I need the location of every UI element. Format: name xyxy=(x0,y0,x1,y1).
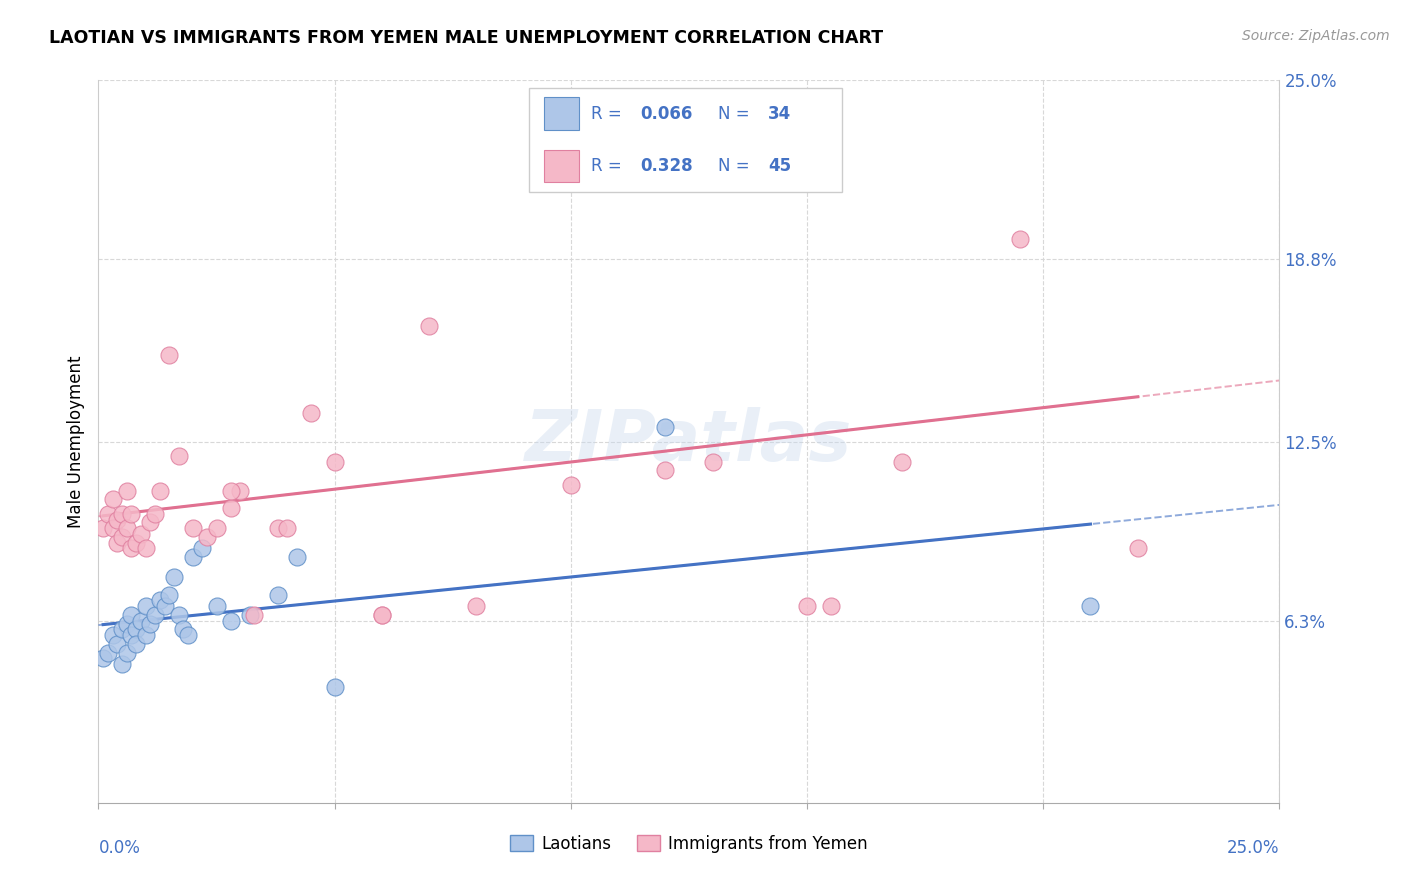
Point xyxy=(163,570,186,584)
Point xyxy=(1126,541,1149,556)
Point xyxy=(181,521,204,535)
Point xyxy=(267,521,290,535)
Text: LAOTIAN VS IMMIGRANTS FROM YEMEN MALE UNEMPLOYMENT CORRELATION CHART: LAOTIAN VS IMMIGRANTS FROM YEMEN MALE UN… xyxy=(49,29,883,46)
Point xyxy=(111,657,134,671)
Point xyxy=(195,530,218,544)
Point xyxy=(299,406,322,420)
Point xyxy=(167,607,190,622)
Text: N =: N = xyxy=(718,104,755,123)
Point xyxy=(323,455,346,469)
Point xyxy=(111,623,134,637)
Point xyxy=(121,607,143,622)
Point xyxy=(181,550,204,565)
Point xyxy=(149,593,172,607)
Point xyxy=(91,651,114,665)
Point xyxy=(139,516,162,530)
Legend: Laotians, Immigrants from Yemen: Laotians, Immigrants from Yemen xyxy=(503,828,875,860)
Point xyxy=(796,599,818,614)
Text: R =: R = xyxy=(591,104,627,123)
Point xyxy=(125,623,148,637)
Point xyxy=(97,507,120,521)
Point xyxy=(276,521,298,535)
Point xyxy=(465,599,488,614)
Point xyxy=(135,628,157,642)
Point xyxy=(654,463,676,477)
Point xyxy=(149,483,172,498)
Text: N =: N = xyxy=(718,157,755,175)
Point xyxy=(115,646,138,660)
Point xyxy=(1008,232,1031,246)
Point xyxy=(111,507,134,521)
Y-axis label: Male Unemployment: Male Unemployment xyxy=(66,355,84,528)
Point xyxy=(121,541,143,556)
Text: 45: 45 xyxy=(768,157,792,175)
Point xyxy=(172,623,194,637)
Point xyxy=(191,541,214,556)
Text: 34: 34 xyxy=(768,104,792,123)
Point xyxy=(105,637,128,651)
Point xyxy=(267,588,290,602)
Point xyxy=(115,483,138,498)
Point xyxy=(115,616,138,631)
Point xyxy=(418,318,440,333)
Point xyxy=(129,614,152,628)
Point xyxy=(135,599,157,614)
Point xyxy=(91,521,114,535)
Point xyxy=(890,455,912,469)
Point xyxy=(125,535,148,549)
Point xyxy=(167,449,190,463)
Point xyxy=(229,483,252,498)
Text: Source: ZipAtlas.com: Source: ZipAtlas.com xyxy=(1241,29,1389,43)
Point xyxy=(536,174,558,188)
Point xyxy=(239,607,262,622)
Point xyxy=(323,680,346,694)
Point xyxy=(135,541,157,556)
Point xyxy=(97,646,120,660)
Text: R =: R = xyxy=(591,157,627,175)
Point xyxy=(157,348,180,362)
Point xyxy=(115,521,138,535)
Text: 0.328: 0.328 xyxy=(641,157,693,175)
Point xyxy=(1080,599,1102,614)
Point xyxy=(560,478,582,492)
Text: 0.066: 0.066 xyxy=(641,104,693,123)
Text: 0.0%: 0.0% xyxy=(98,838,141,857)
Point xyxy=(205,599,228,614)
Point xyxy=(205,521,228,535)
Bar xyxy=(544,97,579,130)
Point xyxy=(101,628,124,642)
Text: ZIPatlas: ZIPatlas xyxy=(526,407,852,476)
Point xyxy=(143,607,166,622)
Point xyxy=(111,530,134,544)
FancyBboxPatch shape xyxy=(530,87,842,193)
Point xyxy=(121,628,143,642)
Point xyxy=(143,507,166,521)
Point xyxy=(139,616,162,631)
Point xyxy=(101,492,124,507)
Point xyxy=(219,614,242,628)
Text: 25.0%: 25.0% xyxy=(1227,838,1279,857)
Point xyxy=(121,507,143,521)
Point xyxy=(177,628,200,642)
Point xyxy=(129,527,152,541)
Point xyxy=(125,637,148,651)
Point xyxy=(219,483,242,498)
Point xyxy=(654,420,676,434)
Point xyxy=(371,607,394,622)
Point xyxy=(243,607,266,622)
Point xyxy=(157,588,180,602)
Bar xyxy=(544,150,579,182)
Point xyxy=(702,455,724,469)
Point xyxy=(219,501,242,516)
Point xyxy=(105,535,128,549)
Point xyxy=(285,550,308,565)
Point xyxy=(371,607,394,622)
Point xyxy=(105,512,128,526)
Point xyxy=(153,599,176,614)
Point xyxy=(820,599,842,614)
Point xyxy=(101,521,124,535)
